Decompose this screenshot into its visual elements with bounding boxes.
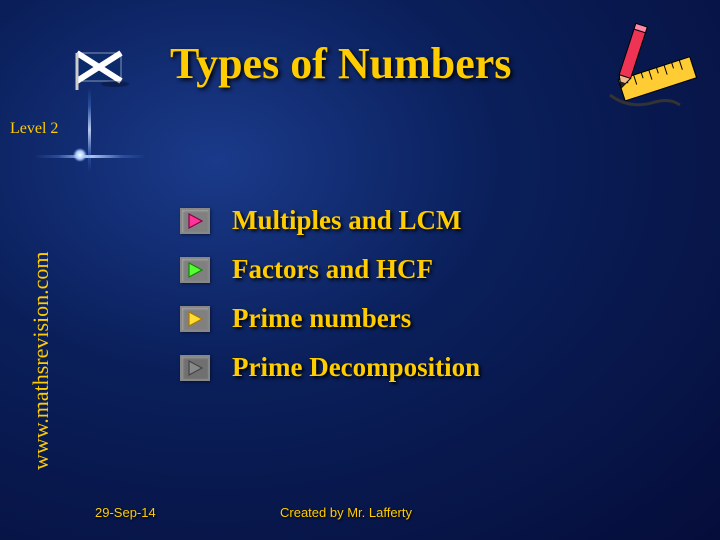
topic-item: Multiples and LCM xyxy=(180,205,480,236)
ruler-pencil-clipart xyxy=(590,20,700,120)
page-title: Types of Numbers xyxy=(170,38,511,89)
topic-item: Factors and HCF xyxy=(180,254,480,285)
flag-icon xyxy=(75,50,130,85)
topic-label: Prime numbers xyxy=(232,303,411,334)
topic-item: Prime Decomposition xyxy=(180,352,480,383)
play-button[interactable] xyxy=(180,355,210,381)
author-label: Created by Mr. Lafferty xyxy=(280,505,412,520)
play-button[interactable] xyxy=(180,257,210,283)
sparkle-core xyxy=(73,148,87,162)
level-label: Level 2 xyxy=(10,120,58,138)
topic-label: Prime Decomposition xyxy=(232,352,480,383)
play-button[interactable] xyxy=(180,208,210,234)
topic-label: Factors and HCF xyxy=(232,254,433,285)
topic-label: Multiples and LCM xyxy=(232,205,462,236)
website-url: www.mathsrevision.com xyxy=(28,251,54,470)
topic-item: Prime numbers xyxy=(180,303,480,334)
play-button[interactable] xyxy=(180,306,210,332)
date-label: 29-Sep-14 xyxy=(95,505,156,520)
topic-list: Multiples and LCM Factors and HCF Prime nu… xyxy=(180,205,480,401)
